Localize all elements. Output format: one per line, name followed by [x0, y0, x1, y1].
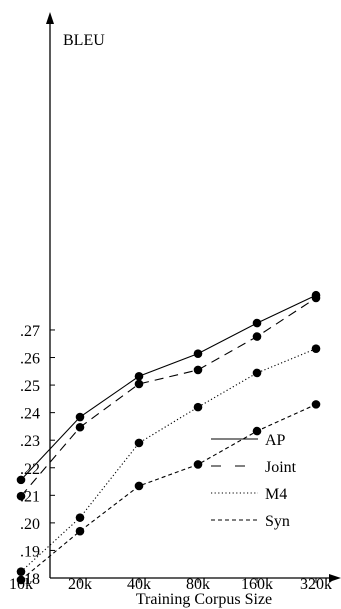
legend-item-ap: AP	[211, 432, 286, 449]
legend-item-m4: M4	[211, 486, 287, 503]
data-point-syn	[75, 526, 85, 536]
x-axis-label: Training Corpus Size	[136, 591, 272, 608]
x-tick-label: 160k	[241, 576, 273, 593]
data-point-syn	[134, 481, 144, 491]
y-tick-label: .18	[20, 571, 40, 588]
legend-label-m4: M4	[265, 486, 287, 503]
data-point-m4	[311, 344, 321, 354]
x-tick-label: 80k	[186, 576, 210, 593]
y-tick-label: .25	[20, 378, 40, 395]
x-ticks: 10k 20k 40k 80k 160k 320k	[9, 576, 332, 593]
y-axis-label: BLEU	[63, 32, 105, 49]
axes	[46, 12, 341, 582]
series-line-joint	[20, 297, 317, 497]
series-layer	[16, 290, 321, 585]
series-line-m4	[20, 348, 317, 573]
series-syn	[16, 400, 321, 585]
series-m4	[16, 344, 321, 576]
y-tick-label: .24	[20, 406, 40, 423]
x-tick-label: 320k	[300, 576, 332, 593]
x-axis-arrow	[329, 574, 341, 582]
x-tick-label: 40k	[127, 576, 151, 593]
x-tick-label: 20k	[68, 576, 92, 593]
data-point-joint	[75, 422, 85, 432]
y-tick-label: .21	[20, 488, 40, 505]
data-point-joint	[193, 365, 203, 375]
series-line-syn	[20, 403, 317, 581]
series-line-ap	[20, 294, 317, 481]
legend-label-syn: Syn	[265, 513, 290, 530]
data-point-syn	[252, 426, 262, 436]
data-point-ap	[16, 475, 26, 485]
data-point-m4	[193, 402, 203, 412]
data-point-syn	[193, 460, 203, 469]
data-point-joint	[16, 491, 26, 501]
legend-item-joint: Joint	[211, 459, 297, 476]
data-point-m4	[134, 438, 144, 448]
series-ap	[16, 290, 321, 485]
legend-label-ap: AP	[265, 432, 286, 449]
data-point-ap	[193, 349, 203, 358]
legend-item-syn: Syn	[211, 513, 290, 530]
data-point-m4	[16, 567, 26, 576]
x-tick-label: 10k	[9, 576, 33, 593]
legend-label-joint: Joint	[265, 459, 297, 476]
data-point-m4	[252, 368, 262, 378]
legend: AP Joint M4 Syn	[211, 432, 297, 530]
series-joint	[16, 293, 321, 501]
data-point-ap	[75, 412, 85, 422]
data-point-ap	[134, 371, 144, 381]
y-axis-arrow	[46, 12, 54, 24]
y-tick-label: .27	[20, 323, 40, 340]
data-point-joint	[134, 379, 144, 389]
y-tick-label: .26	[20, 351, 40, 368]
data-point-m4	[75, 513, 85, 522]
data-point-joint	[252, 332, 262, 341]
y-tick-label: .19	[20, 543, 40, 560]
data-point-ap	[252, 318, 262, 328]
data-point-syn	[311, 400, 321, 409]
data-point-joint	[311, 293, 321, 303]
y-tick-label: .23	[20, 433, 40, 450]
data-point-syn	[16, 575, 26, 585]
y-tick-label: .20	[20, 516, 40, 533]
y-ticks: .18.19.20.21.22.23.24.25.26.27	[20, 323, 55, 588]
